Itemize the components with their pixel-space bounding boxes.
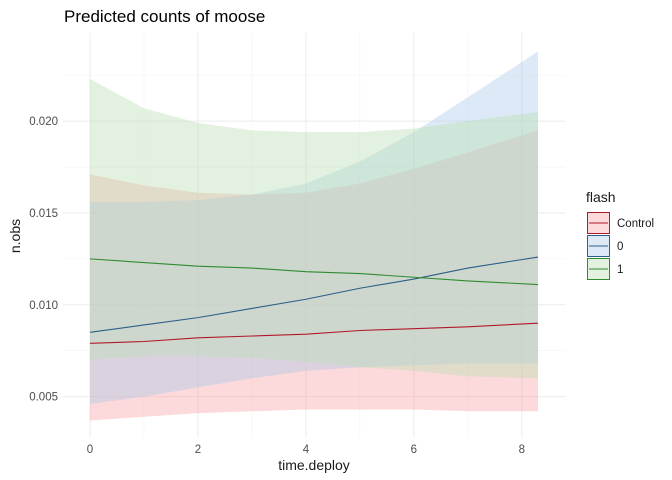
y-axis-title: n.obs [7,219,23,253]
series-line-flash-0 [89,256,539,333]
y-axis-ticks: 0.005 0.010 0.015 0.020 [29,116,58,403]
y-tick-label: 0.005 [29,392,58,404]
x-tick-label: 8 [519,444,525,456]
y-tick-label: 0.010 [29,300,58,312]
confidence-band-control [89,130,539,421]
confidence-bands [89,51,539,421]
legend-label-flash-0: 0 [617,241,623,253]
x-tick-label: 2 [195,444,201,456]
series-line-flash-1 [89,258,539,286]
legend-title: flash [586,189,616,205]
series-line-control [89,322,539,344]
legend: flash Control 0 1 [586,189,654,280]
x-tick-label: 6 [411,444,417,456]
x-axis-ticks: 0 2 4 6 8 [87,444,525,456]
confidence-band-flash-0 [89,51,539,404]
y-tick-label: 0.015 [29,208,58,220]
legend-label-control: Control [617,218,654,230]
x-axis-title: time.deploy [278,457,350,473]
plot-grid [63,33,565,437]
y-tick-label: 0.020 [29,116,58,128]
confidence-band-flash-1 [89,78,539,379]
legend-label-flash-1: 1 [617,264,623,276]
x-tick-label: 4 [303,444,310,456]
chart-title: Predicted counts of moose [64,7,265,26]
series-lines [89,256,539,344]
x-tick-label: 0 [87,444,93,456]
